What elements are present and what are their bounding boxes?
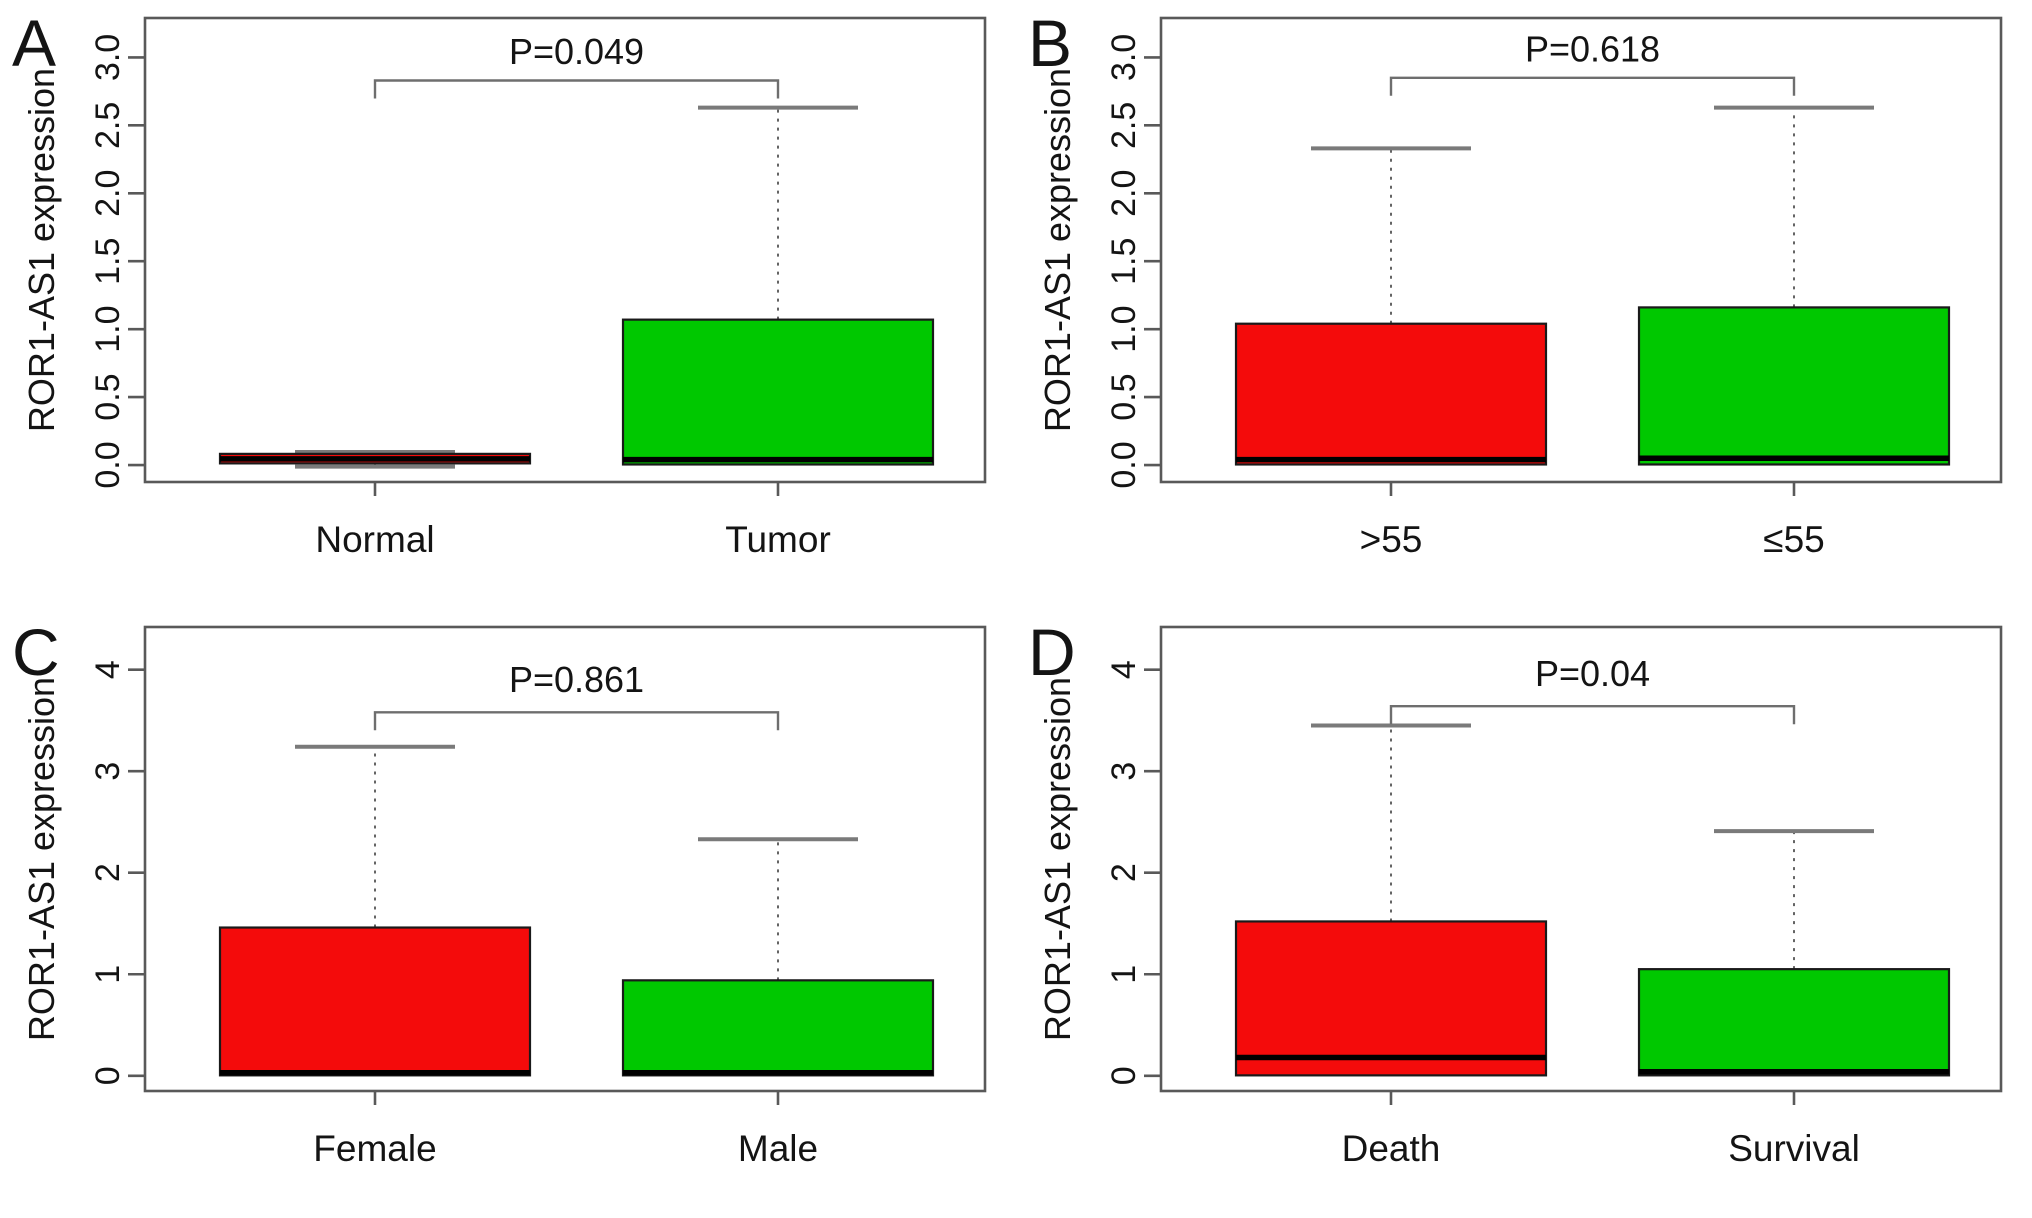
y-axis-tick-label: 0.5 xyxy=(1105,373,1143,420)
y-axis-tick-label: 4 xyxy=(89,660,127,679)
y-axis-tick-label: 0.5 xyxy=(89,373,127,420)
y-axis-tick-label: 2.0 xyxy=(1105,170,1143,217)
panel-letter: D xyxy=(1028,615,1076,689)
y-axis-tick-label: 0.0 xyxy=(89,441,127,488)
y-axis-tick-label: 0 xyxy=(1105,1066,1143,1085)
p-value-label: P=0.04 xyxy=(1535,653,1650,694)
box-group-tumor xyxy=(621,105,935,466)
y-axis-tick-label: 3 xyxy=(1105,762,1143,781)
iqr-box xyxy=(1637,968,1951,1077)
panel-a: 0.0 0.5 1.0 1.5 2.0 2.5 3.0 ROR1-AS1 expression… xyxy=(0,0,1016,609)
significance-bracket xyxy=(373,79,780,99)
boxplot-chart-A: 0.0 0.5 1.0 1.5 2.0 2.5 3.0 ROR1-AS1 expression… xyxy=(12,6,987,560)
y-axis-tick-label: 2 xyxy=(89,863,127,882)
panel-letter: B xyxy=(1028,6,1072,80)
box-group--55 xyxy=(1637,105,1951,466)
significance-bracket xyxy=(1389,76,1796,96)
panel-letter: A xyxy=(12,6,56,80)
y-axis-title: ROR1-AS1 expression xyxy=(21,677,62,1041)
significance-bracket xyxy=(373,711,780,731)
y-axis-title: ROR1-AS1 expression xyxy=(1037,68,1078,432)
box-group--55 xyxy=(1234,146,1548,466)
box-group-death xyxy=(1234,723,1548,1077)
iqr-box xyxy=(218,926,532,1077)
iqr-box xyxy=(621,979,935,1077)
y-axis-tick-label: 2.5 xyxy=(89,102,127,149)
panel-b: 0.0 0.5 1.0 1.5 2.0 2.5 3.0 ROR1-AS1 expression… xyxy=(1016,0,2032,609)
y-axis-tick-label: 1 xyxy=(1105,965,1143,984)
iqr-box xyxy=(1234,322,1548,466)
y-axis-tick-label: 1.0 xyxy=(1105,306,1143,353)
significance-bracket xyxy=(1389,704,1796,725)
iqr-box xyxy=(621,318,935,466)
y-axis-tick-label: 3.0 xyxy=(89,34,127,81)
panel-d: 0 1 2 3 4 ROR1-AS1 expression D Death Survival P=… xyxy=(1016,609,2032,1218)
x-axis-label: ≤55 xyxy=(1763,519,1824,560)
y-axis-title: ROR1-AS1 expression xyxy=(1037,677,1078,1041)
y-axis-tick-label: 0.0 xyxy=(1105,441,1143,488)
y-axis-tick-label: 0 xyxy=(89,1066,127,1085)
y-axis-tick-label: 1.5 xyxy=(89,238,127,285)
panel-c: 0 1 2 3 4 ROR1-AS1 expression C Female Male P=0.8… xyxy=(0,609,1016,1218)
iqr-box xyxy=(1637,306,1951,466)
p-value-label: P=0.861 xyxy=(509,659,644,700)
boxplot-chart-B: 0.0 0.5 1.0 1.5 2.0 2.5 3.0 ROR1-AS1 expression… xyxy=(1028,6,2003,560)
y-axis-tick-label: 2.5 xyxy=(1105,102,1143,149)
y-axis-tick-label: 1 xyxy=(89,965,127,984)
y-axis-tick-label: 2.0 xyxy=(89,170,127,217)
y-axis-tick-label: 3.0 xyxy=(1105,34,1143,81)
x-axis-label: Death xyxy=(1342,1128,1441,1169)
x-axis-label: Tumor xyxy=(725,519,831,560)
x-axis-label: Male xyxy=(738,1128,818,1169)
box-group-male xyxy=(621,837,935,1077)
y-axis-tick-label: 3 xyxy=(89,762,127,781)
panel-letter: C xyxy=(12,615,60,689)
y-axis-tick-label: 1.5 xyxy=(1105,238,1143,285)
y-axis-title: ROR1-AS1 expression xyxy=(21,68,62,432)
box-group-survival xyxy=(1637,829,1951,1077)
p-value-label: P=0.049 xyxy=(509,31,644,72)
y-axis-tick-label: 2 xyxy=(1105,863,1143,882)
iqr-box xyxy=(1234,920,1548,1077)
box-group-normal xyxy=(218,449,532,469)
x-axis-label: Female xyxy=(313,1128,436,1169)
x-axis-label: Survival xyxy=(1728,1128,1860,1169)
box-group-female xyxy=(218,744,532,1077)
x-axis-label: >55 xyxy=(1360,519,1423,560)
y-axis-tick-label: 4 xyxy=(1105,660,1143,679)
x-axis-label: Normal xyxy=(315,519,434,560)
p-value-label: P=0.618 xyxy=(1525,28,1660,69)
y-axis-tick-label: 1.0 xyxy=(89,306,127,353)
